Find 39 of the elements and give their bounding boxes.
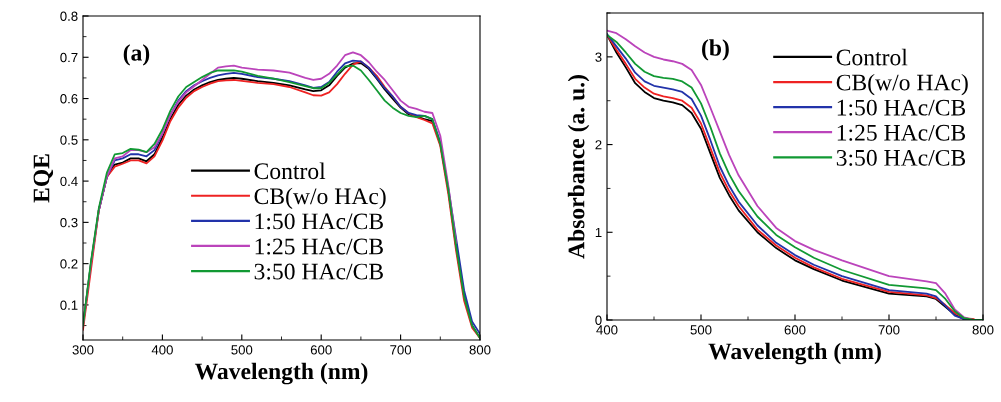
y-tick-label: 0.7 — [60, 52, 78, 63]
annotation: (b) — [702, 39, 729, 61]
legend-label: 1:50 HAc/CB — [255, 213, 383, 230]
legend-label: 3:50 HAc/CB — [254, 263, 383, 280]
annotation: (a) — [123, 44, 150, 66]
y-axis-title: EQE — [33, 154, 54, 203]
y-tick-label: 3 — [595, 52, 602, 62]
x-tick-label: 600 — [310, 345, 332, 355]
x-tick-label: 700 — [878, 325, 900, 335]
x-tick-label: 600 — [784, 325, 806, 335]
y-tick-label: 0.8 — [60, 11, 78, 21]
x-tick-label: 800 — [469, 345, 491, 355]
x-axis-title: Wavelength (nm) — [194, 362, 368, 385]
y-tick-label: 0 — [595, 315, 602, 325]
y-tick-label: 2 — [595, 140, 602, 150]
legend-label: Control — [254, 162, 326, 180]
x-tick-label: 300 — [72, 345, 94, 355]
y-tick-label: 0.1 — [60, 300, 78, 310]
legend-label: Control — [836, 48, 908, 66]
legend-label: 1:25 HAc/CB — [255, 238, 383, 255]
y-tick-label: 0.4 — [60, 176, 78, 187]
y-tick-label: 0.6 — [60, 94, 78, 104]
legend-label: 3:50 HAc/CB — [836, 149, 966, 166]
legend-label: CB(w/o HAc) — [254, 187, 386, 210]
x-tick-label: 500 — [231, 345, 253, 355]
y-tick-label: 1 — [595, 227, 602, 238]
legend-label: 1:25 HAc/CB — [837, 124, 966, 141]
x-tick-label: 400 — [151, 345, 173, 355]
y-tick-label: 0.2 — [60, 259, 78, 269]
y-tick-label: 0.3 — [60, 217, 78, 228]
x-tick-label: 400 — [596, 325, 618, 335]
y-axis-title: Absorbance (a. u.) — [567, 75, 590, 259]
x-tick-label: 500 — [690, 325, 712, 335]
x-axis-title: Wavelength (nm) — [708, 342, 881, 365]
x-tick-label: 800 — [972, 325, 994, 335]
y-tick-label: 0.5 — [60, 135, 78, 145]
legend-label: CB(w/o HAc) — [836, 73, 968, 96]
legend-label: 1:50 HAc/CB — [837, 99, 966, 116]
x-tick-label: 700 — [390, 345, 412, 355]
